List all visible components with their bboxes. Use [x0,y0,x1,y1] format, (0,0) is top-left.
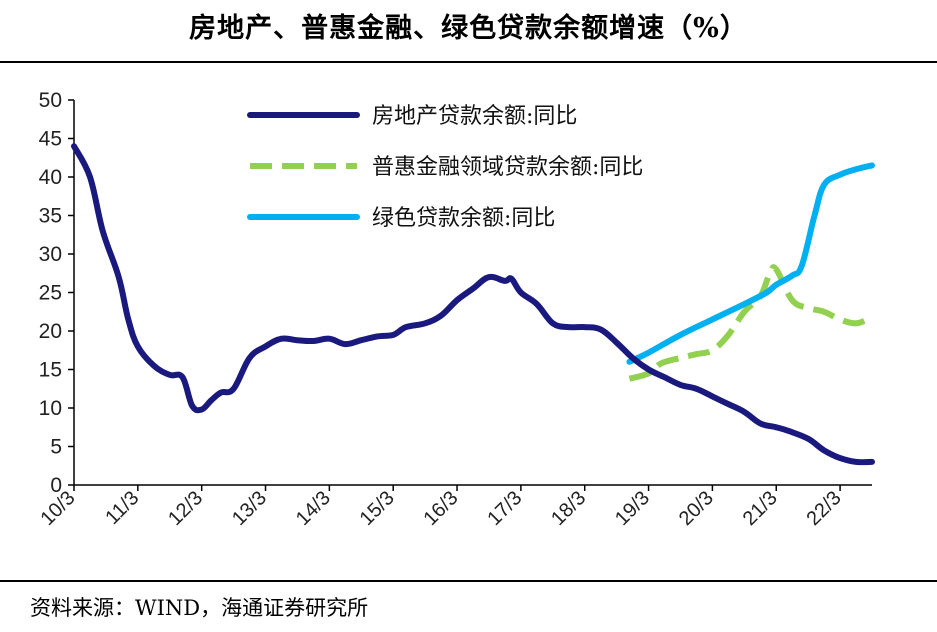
y-tick-label: 15 [39,359,62,382]
x-tick-label: 11/3 [101,487,143,529]
x-tick-label: 17/3 [483,487,526,530]
y-tick-label: 5 [50,436,62,459]
x-tick-label: 13/3 [228,487,271,530]
x-tick-label: 19/3 [611,487,654,530]
y-tick-label: 10 [39,397,62,420]
x-tick-label: 14/3 [292,487,335,530]
y-tick-label: 20 [39,320,62,343]
series-line-3 [626,162,875,365]
legend-label-3: 绿色贷款余额:同比 [372,206,555,231]
series-layer [71,143,875,466]
y-tick-label: 0 [50,474,62,497]
series-line-1 [71,143,875,466]
y-tick-label: 50 [39,89,62,112]
x-tick-label: 12/3 [164,487,207,530]
legend-label-2: 普惠金融领域贷款余额:同比 [372,155,643,180]
x-tick-label: 16/3 [419,487,462,530]
y-tick-label: 30 [39,243,62,266]
legend-label-1: 房地产贷款余额:同比 [372,104,577,129]
series-line-2 [628,264,874,382]
y-tick-label: 35 [39,205,62,228]
x-tick-label: 15/3 [356,487,399,530]
y-tick-label: 40 [39,166,62,189]
source-rule [0,580,937,582]
x-tick-label: 10/3 [36,487,79,530]
x-tick-label: 21/3 [739,487,782,530]
source-note: 资料来源：WIND，海通证券研究所 [30,596,369,620]
chart-title: 房地产、普惠金融、绿色贷款余额增速（%） [189,13,748,44]
y-tick-label: 45 [39,128,62,151]
x-tick-label: 22/3 [803,487,846,530]
x-tick-label: 18/3 [547,487,590,530]
title-rule [0,61,937,63]
x-tick-label: 20/3 [675,487,718,530]
y-tick-label: 25 [39,282,62,305]
